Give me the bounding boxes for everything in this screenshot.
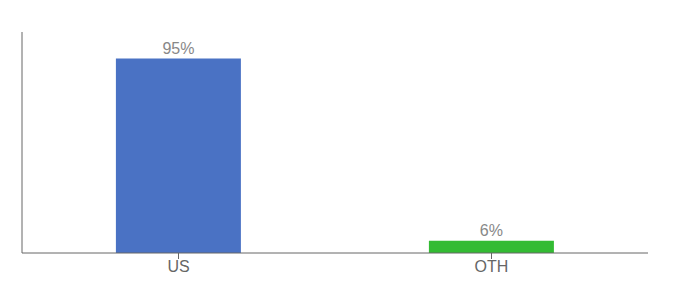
svg-text:US: US	[167, 258, 189, 275]
svg-text:95%: 95%	[162, 40, 194, 57]
svg-text:6%: 6%	[480, 222, 503, 239]
svg-text:OTH: OTH	[475, 258, 509, 275]
